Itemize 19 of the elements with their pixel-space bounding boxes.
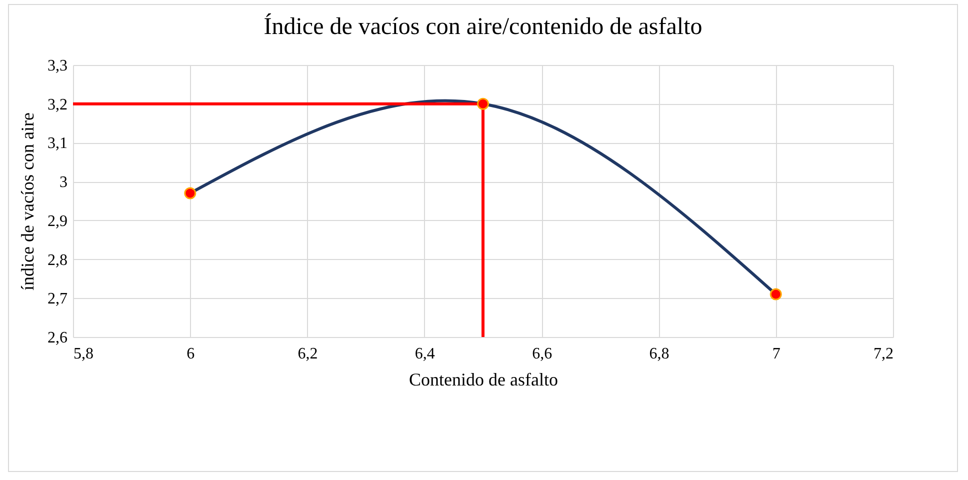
- chart-title: Índice de vacíos con aire/contenido de asfalto: [264, 13, 702, 40]
- x-tick-label: 6,2: [298, 346, 318, 362]
- y-tick-label: 2,9: [48, 212, 68, 230]
- y-tick-label: 3,2: [48, 96, 68, 114]
- x-tick-label: 7: [772, 346, 780, 362]
- y-axis-title: índice de vacíos con aire: [18, 112, 38, 290]
- x-axis-title: Contenido de asfalto: [409, 370, 558, 390]
- y-tick-label: 2,7: [48, 290, 68, 308]
- x-tick-label: 6,6: [532, 346, 552, 362]
- x-tick-label: 6: [186, 346, 195, 362]
- y-tick-label: 2,8: [48, 252, 68, 269]
- y-tick-label: 2,6: [48, 330, 68, 346]
- x-tick-label: 6,4: [414, 346, 435, 362]
- x-tick-label: 6,8: [649, 346, 670, 362]
- x-tick-label: 5,8: [74, 346, 94, 362]
- y-tick-label: 3,1: [48, 135, 68, 152]
- y-tick-label: 3,3: [48, 58, 68, 74]
- y-tick-label: 3: [60, 174, 68, 192]
- x-tick-label: 7,2: [874, 346, 894, 362]
